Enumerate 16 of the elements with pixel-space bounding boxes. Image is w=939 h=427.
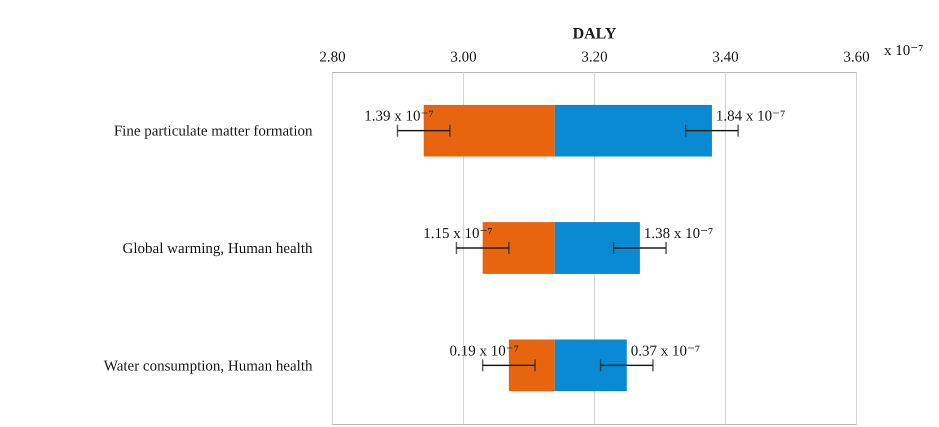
x-tick-label: 3.20 <box>581 50 608 66</box>
x-tick-label: 3.60 <box>843 50 870 66</box>
bar <box>554 340 627 392</box>
x-tick-label: 3.00 <box>450 50 477 66</box>
y-tick-label: Fine particulate matter formation <box>114 124 313 140</box>
y-tick-label: Global warming, Human health <box>122 241 313 257</box>
annotation: 1.38 x 10⁻⁷ <box>644 226 714 242</box>
annotation: 0.37 x 10⁻⁷ <box>630 343 700 360</box>
text: x 10⁻⁷ <box>884 43 924 59</box>
annotation: 1.84 x 10⁻⁷ <box>716 108 786 125</box>
x-tick-label: 3.40 <box>712 50 739 66</box>
x-tick-label: 2.80 <box>319 50 346 66</box>
x-axis-title: DALY <box>572 26 617 42</box>
bar <box>554 104 712 156</box>
bar <box>554 222 640 274</box>
y-tick-label: Water consumption, Human health <box>104 358 313 374</box>
